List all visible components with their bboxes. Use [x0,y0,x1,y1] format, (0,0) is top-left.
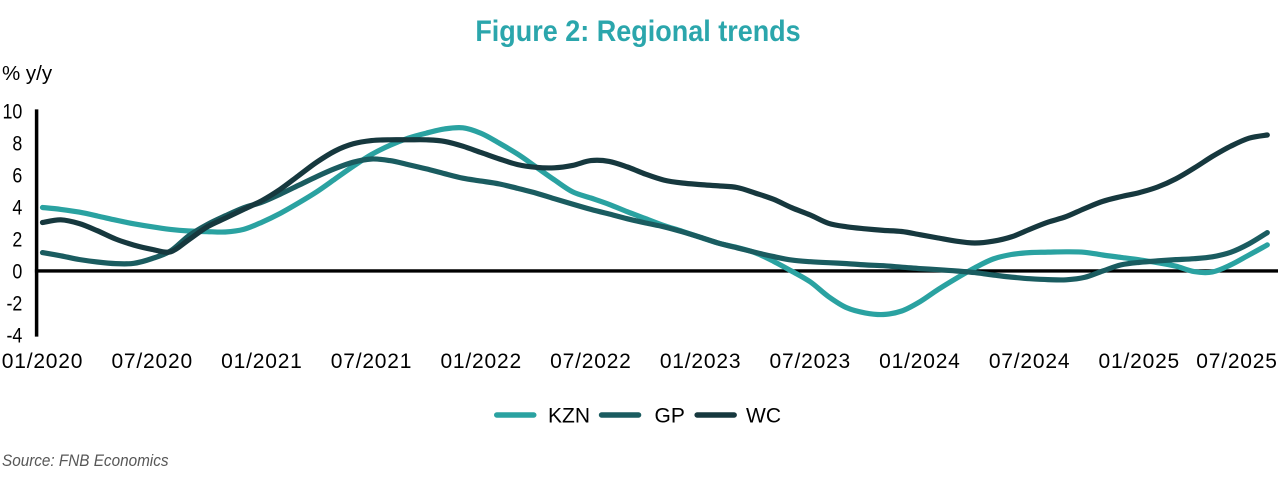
svg-text:01/2025: 01/2025 [1099,350,1181,373]
svg-text:01/2023: 01/2023 [660,350,742,373]
svg-text:GP: GP [655,404,685,427]
svg-text:KZN: KZN [548,404,590,427]
svg-text:01/2022: 01/2022 [440,350,522,373]
svg-text:WC: WC [746,404,781,427]
svg-text:01/2024: 01/2024 [879,350,961,373]
svg-text:-2: -2 [6,292,22,316]
svg-text:07/2024: 07/2024 [989,350,1071,373]
svg-text:07/2023: 07/2023 [770,350,852,373]
svg-text:01/2020: 01/2020 [2,350,84,373]
svg-text:07/2020: 07/2020 [111,350,193,373]
svg-text:07/2025: 07/2025 [1196,350,1278,373]
svg-text:4: 4 [12,196,22,220]
svg-text:07/2021: 07/2021 [331,350,413,373]
svg-text:2: 2 [12,228,22,252]
svg-text:6: 6 [12,164,22,188]
svg-text:10: 10 [2,100,22,124]
svg-text:-4: -4 [6,324,22,348]
svg-text:01/2021: 01/2021 [221,350,303,373]
svg-text:Figure 2: Regional trends: Figure 2: Regional trends [475,14,800,47]
svg-text:8: 8 [12,132,22,156]
svg-text:07/2022: 07/2022 [550,350,632,373]
svg-text:0: 0 [12,260,22,284]
svg-text:% y/y: % y/y [2,62,53,85]
svg-text:Source: FNB Economics: Source: FNB Economics [2,451,168,470]
